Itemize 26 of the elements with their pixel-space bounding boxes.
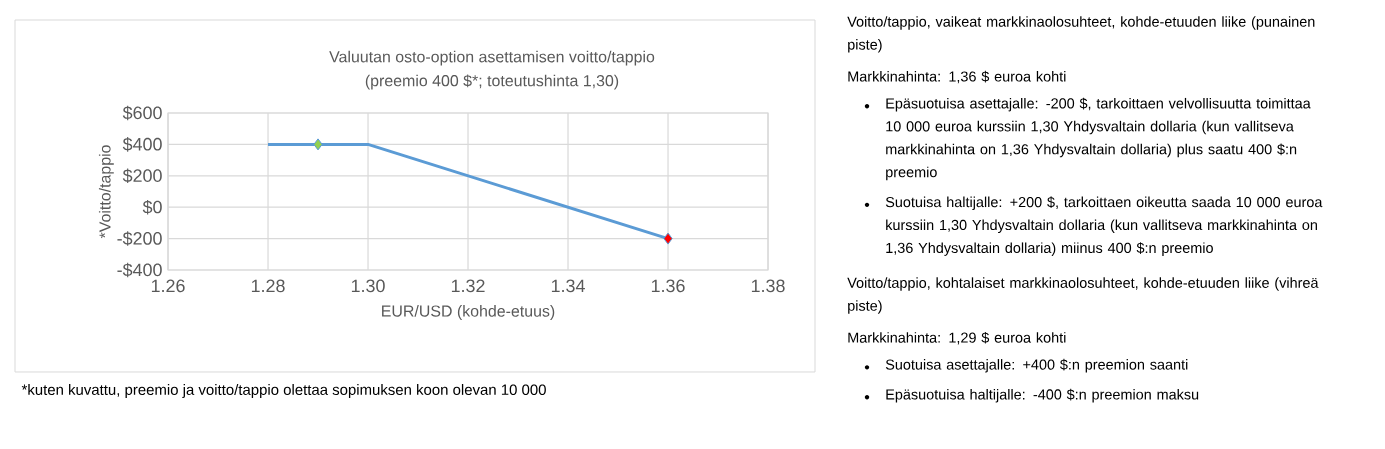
x-tick-label: 1.30 bbox=[351, 279, 385, 293]
x-tick-label: 1.32 bbox=[451, 279, 485, 293]
y-tick-label: $400 bbox=[122, 137, 162, 152]
text: Voitto/tappio, vaikeat markkinaolosuhteet, kohde-etuuden liike (punainen piste) bbox=[847, 16, 1315, 53]
y-tick-label: -$400 bbox=[117, 262, 162, 278]
text: Voitto/tappio, kohtalaiset markkinaolosuhteet, kohde-etuuden liike (vihreä piste) bbox=[847, 277, 1319, 314]
chart-subtitle: (preemio 400 $*; toteutushinta 1,30) bbox=[365, 74, 619, 90]
x-tick-label: 1.28 bbox=[251, 279, 285, 293]
y-axis-title: *Voitto/tappio bbox=[98, 145, 114, 239]
text: Epäsuotuisa haltijalle: -400 $:n preemion maksu bbox=[886, 388, 1199, 403]
text: Epäsuotuisa asettajalle: -200 $, tarkoittaen velvollisuutta toimittaa 10 000 euroa kurssiin 1,30 Yhdysvaltain dollaria (kun vallitseva markkinahinta on 1,36 Yhdysvaltain dollaria) plus saatu 400 $:n preemio bbox=[886, 97, 1311, 181]
y-tick-label: -$200 bbox=[117, 231, 162, 246]
text: Suotuisa asettajalle: +400 $:n preemion saanti bbox=[885, 358, 1188, 373]
chart-title: Valuutan osto-option asettamisen voitto/tappio bbox=[329, 50, 655, 66]
text: Suotuisa haltijalle: +200 $, tarkoittaen oikeutta saada 10 000 euroa kurssiin 1,30 Yhdysvaltain dollaria (kun vallitseva markkinahinta on 1,36 Yhdysvaltain dollaria) miinus 400 $:n preemio bbox=[885, 196, 1323, 256]
y-tick-label: $200 bbox=[122, 168, 162, 184]
x-axis-title: EUR/USD (kohde-etuus) bbox=[382, 305, 555, 320]
x-tick-label: 1.26 bbox=[151, 279, 185, 293]
text: *kuten kuvattu, preemio ja voitto/tappio olettaa sopimuksen koon olevan 10 000 bbox=[21, 384, 546, 398]
y-tick-label: $0 bbox=[142, 199, 162, 215]
x-tick-label: 1.38 bbox=[751, 279, 785, 293]
text: Markkinahinta: 1,29 $ euroa kohti bbox=[848, 331, 1066, 345]
x-tick-label: 1.34 bbox=[551, 279, 585, 293]
y-tick-label: $600 bbox=[122, 105, 162, 121]
text: Markkinahinta: 1,36 $ euroa kohti bbox=[848, 70, 1066, 84]
x-tick-label: 1.36 bbox=[651, 279, 685, 293]
